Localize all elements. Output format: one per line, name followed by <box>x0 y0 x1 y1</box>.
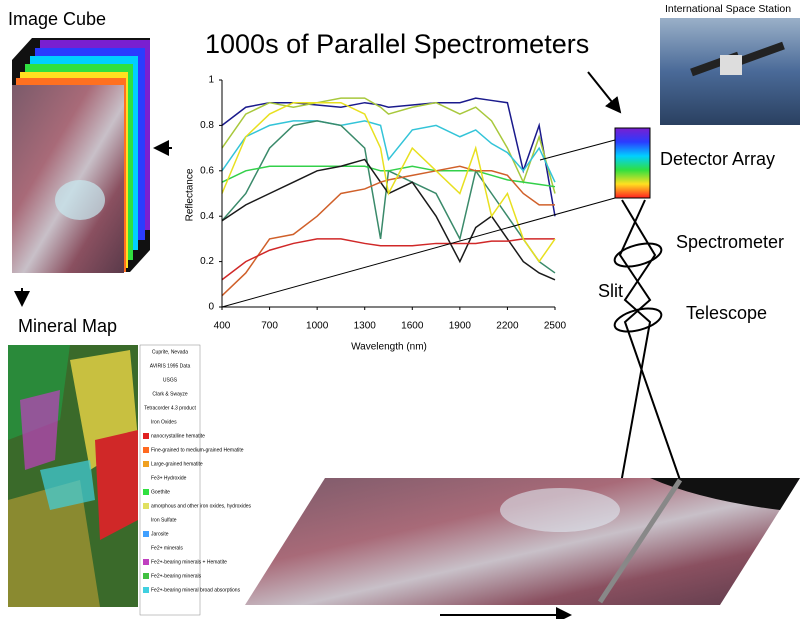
legend-text: Large-grained hematite <box>151 461 203 467</box>
diagram: Image Cube Mineral Map Cuprite, Nevada AV… <box>0 0 804 619</box>
label: Image Cube <box>8 9 106 29</box>
label: International Space Station <box>665 3 791 15</box>
legend-text: Fine-grained to medium-grained Hematite <box>151 447 244 453</box>
label: Telescope <box>686 303 767 323</box>
legend-swatch <box>143 559 149 565</box>
legend-text: Fe2+ minerals <box>151 545 183 551</box>
legend-text: nanocrystalline hematite <box>151 433 205 439</box>
image-cube <box>12 38 150 273</box>
x-tick-label: 400 <box>214 321 231 332</box>
arrow <box>588 72 620 112</box>
label: Spectrometer <box>676 232 784 252</box>
legend-text: AVIRIS 1995 Data <box>150 363 191 369</box>
x-tick-label: 2500 <box>544 321 567 332</box>
legend-swatch <box>143 503 149 509</box>
legend-text: Jarosite <box>151 531 169 537</box>
legend-text: Iron Oxides <box>151 419 177 425</box>
x-tick-label: 1000 <box>306 321 329 332</box>
legend-swatch <box>143 433 149 439</box>
legend-swatch <box>143 587 149 593</box>
y-tick-label: 0.4 <box>200 211 214 222</box>
label: Detector Array <box>660 149 775 169</box>
legend-text: Iron Sulfate <box>151 517 177 523</box>
y-axis-label: Reflectance <box>185 168 196 221</box>
iss-image <box>660 18 800 125</box>
x-axis-label: Wavelength (nm) <box>351 342 427 353</box>
y-tick-label: 0 <box>208 302 214 313</box>
legend-text: Clark & Swayze <box>152 391 188 397</box>
x-tick-label: 1600 <box>401 321 424 332</box>
legend-swatch <box>143 447 149 453</box>
y-tick-label: 1 <box>208 75 214 86</box>
y-tick-label: 0.6 <box>200 165 214 176</box>
label: Mineral Map <box>18 316 117 336</box>
legend-text: Cuprite, Nevada <box>152 349 188 355</box>
y-tick-label: 0.2 <box>200 256 214 267</box>
legend-text: amorphous and other iron oxides, hydroxi… <box>151 503 252 509</box>
legend-text: USGS <box>163 377 178 383</box>
mineral-map <box>8 345 138 607</box>
legend-swatch <box>143 461 149 467</box>
legend-swatch <box>143 531 149 537</box>
legend-text: Fe2+-bearing mineral broad absorptions <box>151 587 241 593</box>
detector-array <box>615 128 650 198</box>
legend-text: Fe3+ Hydroxide <box>151 475 187 481</box>
legend-text: Goethite <box>151 489 170 495</box>
legend-text: Fe2+-bearing minerals + Hematite <box>151 559 227 565</box>
legend-swatch <box>143 489 149 495</box>
label: Slit <box>598 281 623 301</box>
y-tick-label: 0.8 <box>200 120 214 131</box>
legend-swatch <box>143 573 149 579</box>
terrain-image <box>245 478 800 605</box>
x-tick-label: 700 <box>261 321 278 332</box>
x-tick-label: 1300 <box>354 321 377 332</box>
lens <box>612 304 664 336</box>
x-tick-label: 2200 <box>496 321 519 332</box>
legend-text: Fe2+-bearing minerals <box>151 573 202 579</box>
legend-text: Tetracorder 4.3 product <box>144 405 196 411</box>
chart-title: 1000s of Parallel Spectrometers <box>205 29 589 59</box>
x-tick-label: 1900 <box>449 321 472 332</box>
